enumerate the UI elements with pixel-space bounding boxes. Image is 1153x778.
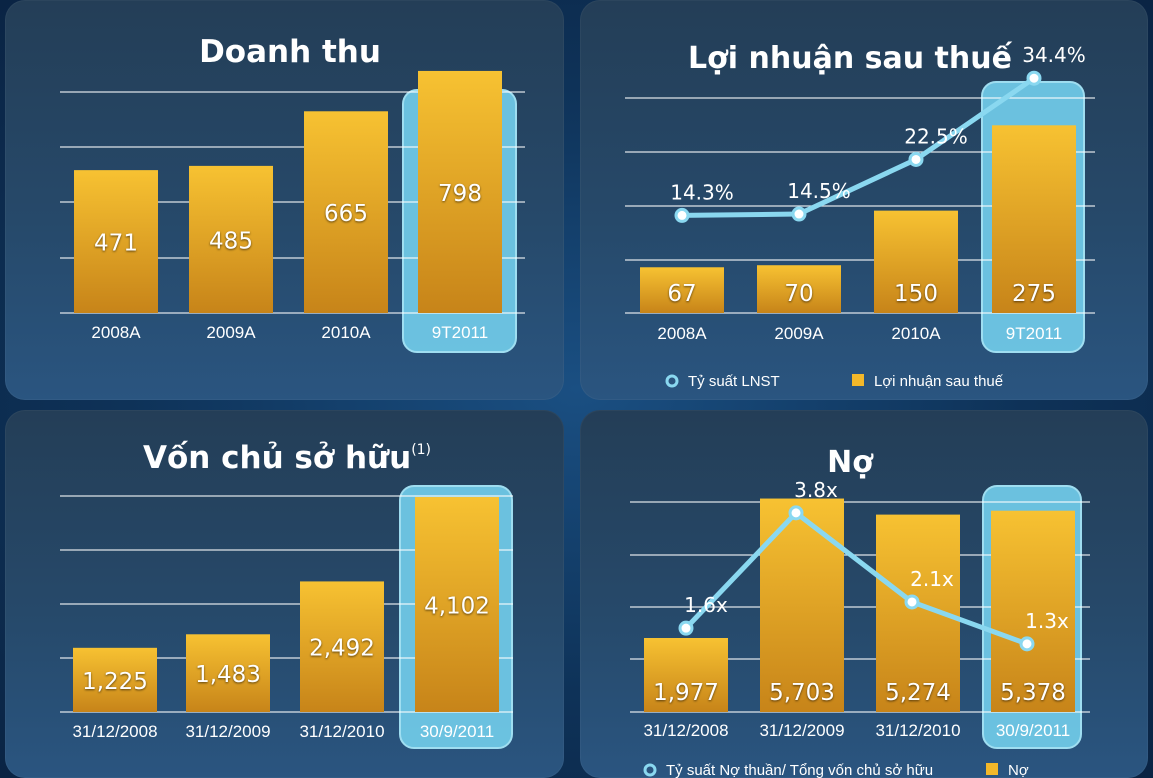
revenue-chart: Doanh thu 471 485 665 798 2008A 2009A 2010A 9T20… [60,34,525,353]
category-label: 2008A [657,324,707,343]
title-superscript: (1) [411,442,431,458]
ratio-label: 22.5% [904,124,968,148]
category-label: 2010A [891,324,941,343]
category-label: 31/12/2008 [72,722,157,741]
bar [304,111,388,314]
ratio-line [684,510,1028,647]
profit-panel: Lợi nhuận sau thuế 67 70 150 275 2008A 2009A 20… [580,0,1148,400]
bar [640,267,724,313]
bar [874,210,958,313]
bar [73,647,157,712]
legend-line-label: Tỷ suất LNST [688,373,780,390]
category-label: 31/12/2009 [759,721,844,740]
ratio-point [788,505,804,521]
chart-title: Vốn chủ sở hữu(1) [143,440,431,476]
ratio-label: 14.3% [670,180,734,204]
category-label: 2010A [321,323,371,342]
bar [991,510,1075,712]
ratio-label: 1.3x [1025,609,1069,633]
bar-value-label: 5,274 [885,680,951,706]
ratio-point [791,206,807,222]
legend-bar-label: Nợ [1008,762,1029,778]
ratio-point [908,151,924,167]
ratio-label: 14.5% [787,179,851,203]
category-label: 31/12/2010 [875,721,960,740]
bar-value-label: 1,225 [82,669,148,695]
category-label: 2009A [206,323,256,342]
bar-value-label: 150 [894,281,938,307]
bar [415,497,499,712]
bar-value-label: 67 [667,281,696,307]
bar-value-label: 275 [1012,281,1056,307]
category-label: 2008A [91,323,141,342]
bar [300,581,384,712]
bar-value-label: 485 [209,228,253,254]
bar [418,70,502,313]
ratio-point [1019,636,1035,652]
bar-value-label: 1,977 [653,680,719,706]
bar-value-label: 2,492 [309,636,375,662]
category-label: 31/12/2008 [643,721,728,740]
category-label: 30/9/2011 [420,722,494,741]
ratio-point [674,207,690,223]
ratio-label: 2.1x [910,567,954,591]
bar-value-label: 798 [438,181,482,207]
bar-value-label: 5,378 [1000,680,1066,706]
equity-panel: Vốn chủ sở hữu(1) 1,225 1,483 2,492 4,102 31/… [5,410,564,778]
ratio-line [681,76,1036,218]
category-label: 9T2011 [1006,324,1062,343]
legend-bar-marker [986,763,998,775]
revenue-panel: Doanh thu 471 485 665 798 2008A 2009A 2010A 9T20… [5,0,564,400]
bar [189,165,273,313]
bar [74,170,158,313]
bar-value-label: 471 [94,231,138,257]
category-label: 31/12/2009 [185,722,270,741]
chart-title: Lợi nhuận sau thuế [688,41,1013,76]
chart-title: Doanh thu [199,34,381,70]
category-label: 30/9/2011 [996,721,1070,740]
ratio-label: 34.4% [1022,43,1086,67]
legend-bar-label: Lợi nhuận sau thuế [874,373,1004,390]
bar-value-label: 665 [324,201,368,227]
bar [992,125,1076,313]
bar-value-label: 70 [784,281,813,307]
equity-chart: Vốn chủ sở hữu(1) 1,225 1,483 2,492 4,102 31/… [60,440,513,749]
legend-bar-marker [852,374,864,386]
ratio-point [904,594,920,610]
debt-chart: Nợ 1,977 5,703 5,274 5,378 31/12/2008 31/12/20… [630,445,1090,778]
debt-panel: Nợ 1,977 5,703 5,274 5,378 31/12/2008 31/12/20… [580,410,1148,778]
category-label: 2009A [774,324,824,343]
ratio-label: 1.6x [684,593,728,617]
ratio-label: 3.8x [794,478,838,502]
chart-title: Nợ [827,445,874,480]
category-label: 31/12/2010 [299,722,384,741]
bar [757,265,841,313]
bar [644,638,728,712]
ratio-point [678,620,694,636]
bar-value-label: 1,483 [195,662,261,688]
bar-value-label: 4,102 [424,594,490,620]
bar [186,634,270,712]
legend-line-marker [665,374,679,388]
legend-line-label: Tỷ suất Nợ thuần/ Tổng vốn chủ sở hữu [666,762,933,778]
ratio-point [1026,70,1042,86]
category-label: 9T2011 [432,323,488,342]
legend-line-marker [643,763,657,777]
profit-chart: Lợi nhuận sau thuế 67 70 150 275 2008A 2009A 20… [625,41,1095,390]
bar-value-label: 5,703 [769,680,835,706]
